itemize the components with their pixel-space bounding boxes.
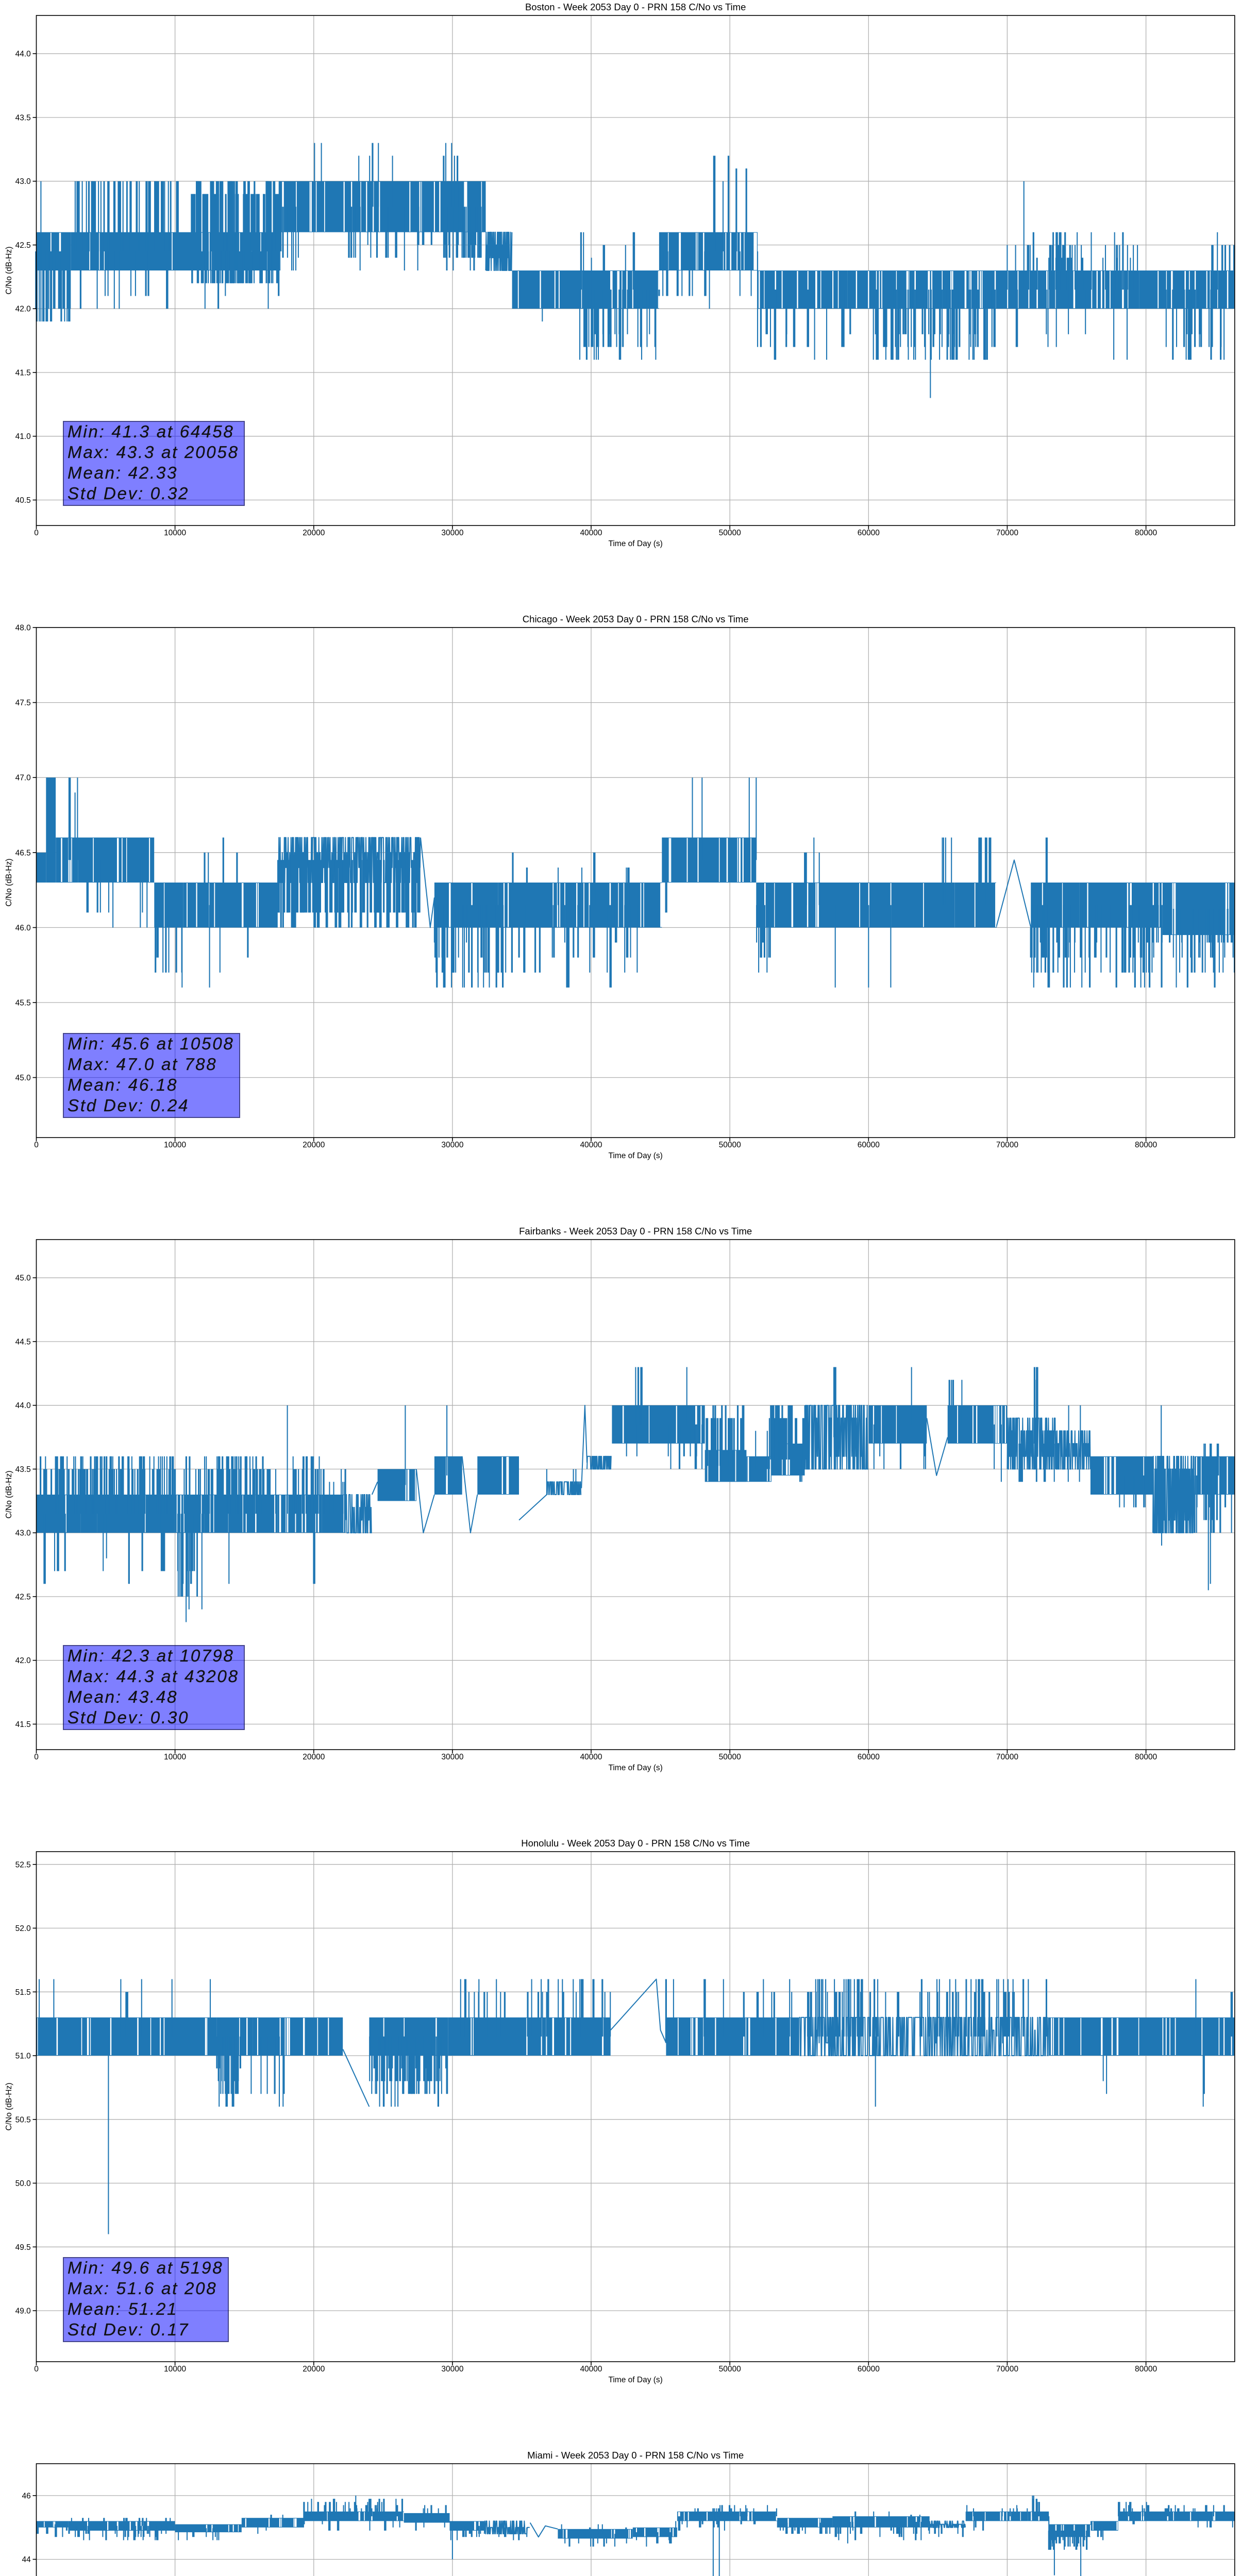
svg-text:50000: 50000 (719, 1753, 741, 1761)
svg-text:50000: 50000 (719, 1141, 741, 1149)
svg-text:70000: 70000 (996, 529, 1018, 537)
svg-text:20000: 20000 (303, 1141, 325, 1149)
svg-text:52.0: 52.0 (15, 1924, 31, 1933)
svg-text:Time of Day (s): Time of Day (s) (608, 2376, 662, 2384)
svg-text:10000: 10000 (164, 2365, 186, 2374)
svg-text:80000: 80000 (1135, 1141, 1157, 1149)
svg-text:70000: 70000 (996, 1141, 1018, 1149)
svg-text:44.5: 44.5 (15, 1338, 31, 1347)
svg-text:45.5: 45.5 (15, 998, 31, 1007)
svg-text:0: 0 (34, 1141, 39, 1149)
svg-text:Fairbanks - Week 2053 Day 0 -: Fairbanks - Week 2053 Day 0 - PRN 158 C/… (519, 1226, 752, 1236)
svg-text:50000: 50000 (719, 2365, 741, 2374)
svg-text:C/No (dB-Hz): C/No (dB-Hz) (5, 858, 13, 906)
svg-text:C/No (dB-Hz): C/No (dB-Hz) (5, 1470, 13, 1518)
svg-text:42.0: 42.0 (15, 305, 31, 314)
svg-text:20000: 20000 (303, 1753, 325, 1761)
svg-text:0: 0 (34, 2365, 39, 2374)
svg-text:52.5: 52.5 (15, 1860, 31, 1869)
svg-text:43.5: 43.5 (15, 114, 31, 123)
svg-text:41.5: 41.5 (15, 369, 31, 378)
svg-text:30000: 30000 (441, 529, 463, 537)
svg-text:80000: 80000 (1135, 1753, 1157, 1761)
svg-text:49.5: 49.5 (15, 2243, 31, 2252)
svg-text:20000: 20000 (303, 529, 325, 537)
svg-text:0: 0 (34, 1753, 39, 1761)
svg-text:43.0: 43.0 (15, 1529, 31, 1538)
svg-text:60000: 60000 (858, 1753, 880, 1761)
svg-text:44.0: 44.0 (15, 50, 31, 59)
svg-text:Time of Day (s): Time of Day (s) (608, 1151, 662, 1160)
svg-text:C/No (dB-Hz): C/No (dB-Hz) (5, 246, 13, 294)
svg-text:50.0: 50.0 (15, 2179, 31, 2188)
svg-text:46: 46 (22, 2492, 31, 2500)
svg-text:41.0: 41.0 (15, 432, 31, 441)
svg-text:Time of Day (s): Time of Day (s) (608, 1764, 662, 1772)
svg-text:Chicago - Week 2053 Day 0 - PR: Chicago - Week 2053 Day 0 - PRN 158 C/No… (523, 614, 749, 624)
svg-text:40000: 40000 (580, 1141, 602, 1149)
svg-text:47.5: 47.5 (15, 699, 31, 707)
svg-text:50.5: 50.5 (15, 2115, 31, 2124)
svg-text:60000: 60000 (858, 529, 880, 537)
svg-text:80000: 80000 (1135, 2365, 1157, 2374)
svg-text:30000: 30000 (441, 1753, 463, 1761)
svg-text:Honolulu - Week 2053 Day 0 - P: Honolulu - Week 2053 Day 0 - PRN 158 C/N… (521, 1838, 750, 1849)
svg-text:30000: 30000 (441, 2365, 463, 2374)
svg-text:44.0: 44.0 (15, 1401, 31, 1410)
svg-text:42.5: 42.5 (15, 241, 31, 250)
svg-text:43.0: 43.0 (15, 177, 31, 186)
svg-text:43.5: 43.5 (15, 1465, 31, 1474)
svg-text:44: 44 (22, 2555, 31, 2564)
svg-text:0: 0 (34, 529, 39, 537)
svg-text:51.0: 51.0 (15, 2052, 31, 2061)
svg-text:70000: 70000 (996, 2365, 1018, 2374)
svg-text:20000: 20000 (303, 2365, 325, 2374)
svg-text:C/No (dB-Hz): C/No (dB-Hz) (5, 2082, 13, 2130)
svg-text:45.0: 45.0 (15, 1274, 31, 1283)
svg-text:40000: 40000 (580, 1753, 602, 1761)
svg-text:42.5: 42.5 (15, 1593, 31, 1602)
svg-text:70000: 70000 (996, 1753, 1018, 1761)
svg-text:Miami - Week 2053 Day 0 - PRN: Miami - Week 2053 Day 0 - PRN 158 C/No v… (527, 2450, 744, 2461)
svg-text:10000: 10000 (164, 529, 186, 537)
svg-text:50000: 50000 (719, 529, 741, 537)
svg-text:46.5: 46.5 (15, 849, 31, 857)
svg-text:Time of Day (s): Time of Day (s) (608, 539, 662, 548)
svg-text:48.0: 48.0 (15, 624, 31, 633)
svg-text:10000: 10000 (164, 1753, 186, 1761)
svg-text:49.0: 49.0 (15, 2307, 31, 2316)
svg-text:10000: 10000 (164, 1141, 186, 1149)
svg-text:Boston - Week 2053 Day 0 - PRN: Boston - Week 2053 Day 0 - PRN 158 C/No … (525, 2, 746, 12)
svg-text:40000: 40000 (580, 529, 602, 537)
svg-text:30000: 30000 (441, 1141, 463, 1149)
svg-text:46.0: 46.0 (15, 924, 31, 933)
svg-text:45.0: 45.0 (15, 1074, 31, 1082)
svg-text:40000: 40000 (580, 2365, 602, 2374)
svg-text:41.5: 41.5 (15, 1720, 31, 1729)
svg-text:51.5: 51.5 (15, 1988, 31, 1997)
svg-text:80000: 80000 (1135, 529, 1157, 537)
svg-text:60000: 60000 (858, 2365, 880, 2374)
svg-text:40.5: 40.5 (15, 496, 31, 505)
svg-text:47.0: 47.0 (15, 774, 31, 783)
svg-text:60000: 60000 (858, 1141, 880, 1149)
svg-text:42.0: 42.0 (15, 1656, 31, 1665)
